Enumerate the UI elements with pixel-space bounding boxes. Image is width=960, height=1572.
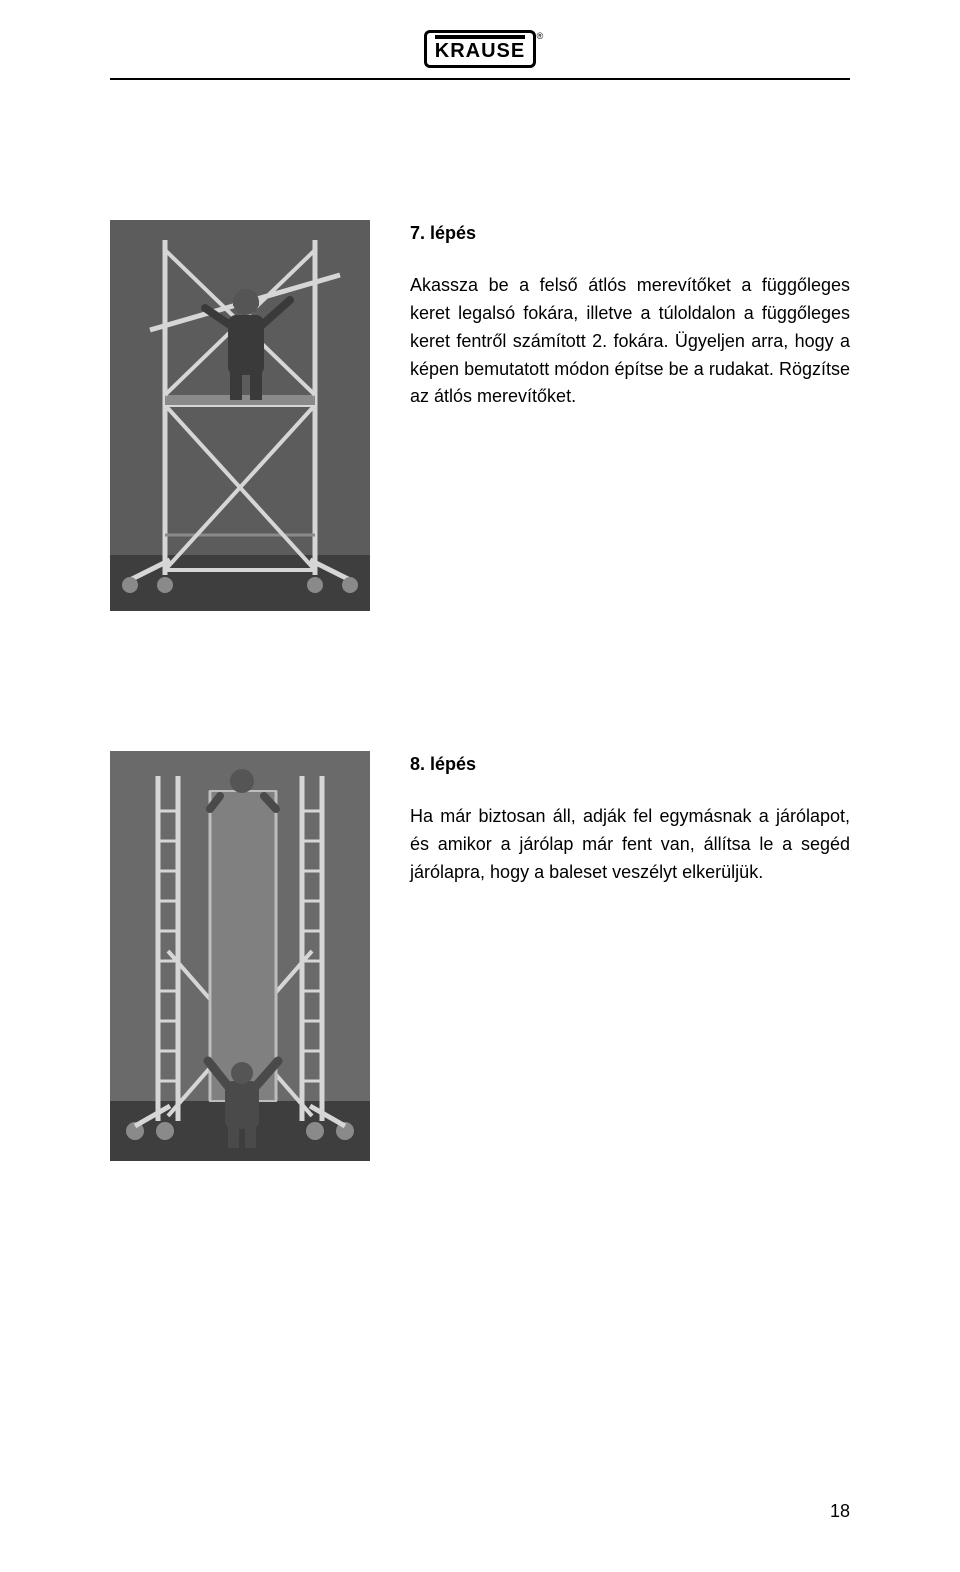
logo-bar <box>435 35 525 39</box>
step-7-photo <box>110 220 370 611</box>
step-7-row: 7. lépés Akassza be a felső átlós mereví… <box>110 220 850 611</box>
step-7-title: 7. lépés <box>410 220 850 248</box>
step-8-text: 8. lépés Ha már biztosan áll, adják fel … <box>410 751 850 887</box>
registered-icon: ® <box>537 31 544 41</box>
step-8-title: 8. lépés <box>410 751 850 779</box>
step-8-row: 8. lépés Ha már biztosan áll, adják fel … <box>110 751 850 1161</box>
step-7-text: 7. lépés Akassza be a felső átlós mereví… <box>410 220 850 411</box>
page-number: 18 <box>830 1501 850 1522</box>
header-divider <box>110 78 850 80</box>
header-logo: KRAUSE ® <box>110 30 850 68</box>
logo-text: KRAUSE <box>435 41 525 61</box>
step-7-body: Akassza be a felső átlós merevítőket a f… <box>410 272 850 411</box>
logo-box: KRAUSE ® <box>424 30 536 68</box>
step-8-body: Ha már biztosan áll, adják fel egymásnak… <box>410 803 850 887</box>
step-8-photo <box>110 751 370 1161</box>
